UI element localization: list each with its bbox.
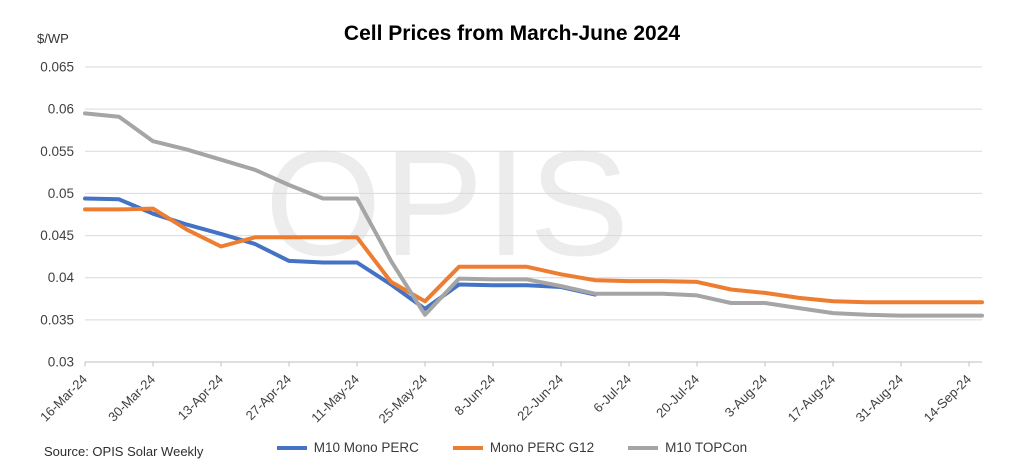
legend-swatch — [628, 445, 659, 450]
x-axis-tick-label: 27-Apr-24 — [243, 372, 294, 423]
x-axis-tick-label: 17-Aug-24 — [785, 372, 839, 426]
legend-swatch — [452, 445, 483, 450]
legend-item: Mono PERC G12 — [452, 440, 595, 455]
x-axis-tick-label: 31-Aug-24 — [853, 372, 907, 426]
chart-title: Cell Prices from March-June 2024 — [343, 22, 681, 45]
x-axis-tick-label: 25-May-24 — [376, 372, 431, 427]
y-axis-tick-label: 0.03 — [48, 355, 74, 370]
y-axis-tick-label: 0.05 — [48, 186, 74, 201]
x-axis-tick-label: 13-Apr-24 — [175, 372, 226, 423]
x-axis-tick-label: 3-Aug-24 — [722, 372, 770, 420]
legend: M10 Mono PERC Mono PERC G12 M10 TOPCon — [0, 440, 1024, 455]
opis-watermark: OPIS — [264, 119, 632, 287]
source-note: Source: OPIS Solar Weekly — [44, 444, 204, 459]
legend-label: M10 TOPCon — [665, 440, 748, 455]
y-axis-tick-label: 0.045 — [40, 228, 74, 243]
y-axis-tick-label: 0.065 — [40, 60, 74, 75]
legend-item: M10 Mono PERC — [276, 440, 419, 455]
y-axis-tick-label: 0.06 — [48, 102, 74, 117]
x-axis-tick-label: 8-Jun-24 — [451, 372, 498, 419]
y-axis-tick-label: 0.04 — [48, 270, 75, 285]
x-axis-tick-label: 20-Jul-24 — [653, 372, 702, 421]
x-axis-tick-label: 6-Jul-24 — [590, 372, 634, 416]
legend-swatch — [276, 445, 307, 450]
y-axis-tick-label: 0.035 — [40, 312, 74, 327]
series-line-mono-perc-g12 — [83, 206, 984, 305]
x-axis-tick-label: 11-May-24 — [308, 372, 362, 426]
legend-label: M10 Mono PERC — [313, 440, 419, 455]
x-axis-tick-label: 14-Sep-24 — [921, 372, 975, 426]
legend-label: Mono PERC G12 — [489, 440, 595, 455]
legend-item: M10 TOPCon — [628, 440, 747, 455]
series-line-m10-topcon — [83, 111, 984, 318]
x-axis-tick-label: 22-Jun-24 — [514, 372, 566, 424]
y-axis-tick-label: 0.055 — [40, 144, 74, 159]
y-axis-unit-label: $/WP — [37, 31, 69, 46]
x-axis-tick-label: 16-Mar-24 — [37, 372, 90, 425]
x-axis-tick-label: 30-Mar-24 — [105, 372, 158, 425]
